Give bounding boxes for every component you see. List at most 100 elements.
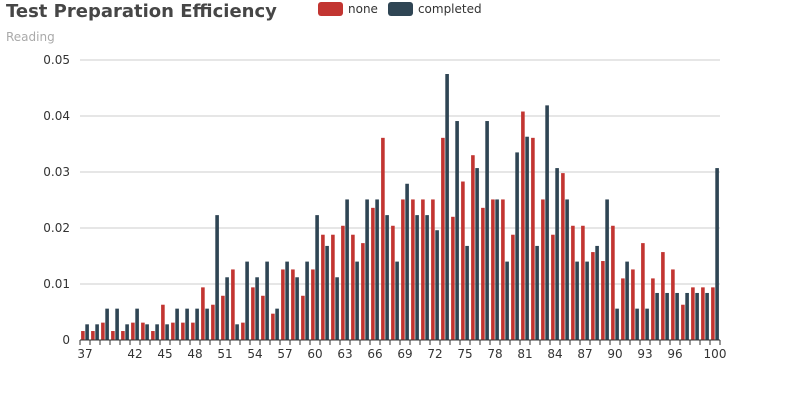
bar-none bbox=[661, 252, 665, 340]
bar-completed bbox=[125, 324, 129, 340]
bar-completed bbox=[115, 308, 119, 340]
bar-completed bbox=[465, 245, 469, 340]
bar-completed bbox=[85, 324, 89, 340]
bar-completed bbox=[265, 261, 269, 340]
x-tick-label: 51 bbox=[217, 347, 232, 361]
bar-completed bbox=[595, 245, 599, 340]
bar-none bbox=[301, 295, 305, 340]
bar-completed bbox=[235, 324, 239, 340]
bar-none bbox=[631, 269, 635, 340]
bar-completed bbox=[405, 183, 409, 340]
bar-completed bbox=[375, 199, 379, 340]
bar-none bbox=[611, 225, 615, 340]
bar-none bbox=[471, 155, 475, 340]
bar-completed bbox=[95, 324, 99, 340]
bar-none bbox=[421, 199, 425, 340]
legend-label-none: none bbox=[348, 2, 378, 16]
x-tick-label: 37 bbox=[77, 347, 92, 361]
bar-completed bbox=[285, 261, 289, 340]
bar-none bbox=[551, 234, 555, 340]
bar-completed bbox=[325, 245, 329, 340]
x-tick-label: 72 bbox=[427, 347, 442, 361]
x-tick-label: 100 bbox=[704, 347, 727, 361]
bar-none bbox=[571, 225, 575, 340]
bar-completed bbox=[385, 215, 389, 340]
bar-none bbox=[401, 199, 405, 340]
bar-none bbox=[711, 287, 715, 340]
bar-completed bbox=[155, 324, 159, 340]
x-tick-label: 96 bbox=[667, 347, 682, 361]
bar-none bbox=[101, 322, 105, 340]
bar-none bbox=[241, 322, 245, 340]
bar-none bbox=[601, 261, 605, 340]
bar-none bbox=[561, 173, 565, 340]
bar-none bbox=[291, 269, 295, 340]
bar-completed bbox=[445, 74, 449, 340]
bar-none bbox=[251, 287, 255, 340]
y-tick-label: 0.03 bbox=[43, 165, 70, 179]
bar-none bbox=[381, 137, 385, 340]
legend: none completed bbox=[318, 2, 482, 16]
bar-completed bbox=[195, 308, 199, 340]
x-tick-label: 63 bbox=[337, 347, 352, 361]
bar-completed bbox=[705, 292, 709, 340]
legend-swatch-none bbox=[318, 2, 343, 16]
bar-none bbox=[641, 243, 645, 340]
bar-completed bbox=[635, 308, 639, 340]
bar-completed bbox=[555, 168, 559, 340]
bar-completed bbox=[485, 121, 489, 340]
bar-completed bbox=[695, 292, 699, 340]
bar-none bbox=[351, 234, 355, 340]
legend-item-none[interactable]: none bbox=[318, 2, 378, 16]
x-tick-label: 45 bbox=[157, 347, 172, 361]
chart-subtitle: Reading bbox=[6, 30, 55, 44]
bar-none bbox=[231, 269, 235, 340]
bar-none bbox=[341, 225, 345, 340]
bar-none bbox=[281, 269, 285, 340]
bar-none bbox=[591, 252, 595, 340]
bar-completed bbox=[345, 199, 349, 340]
bar-none bbox=[121, 331, 125, 340]
x-tick-label: 81 bbox=[517, 347, 532, 361]
bar-none bbox=[461, 181, 465, 340]
x-tick-label: 78 bbox=[487, 347, 502, 361]
bar-completed bbox=[165, 324, 169, 340]
bar-completed bbox=[505, 261, 509, 340]
bar-completed bbox=[175, 308, 179, 340]
bar-completed bbox=[415, 215, 419, 340]
bar-completed bbox=[245, 261, 249, 340]
bar-completed bbox=[625, 261, 629, 340]
bar-none bbox=[441, 137, 445, 340]
x-tick-label: 60 bbox=[307, 347, 322, 361]
bar-none bbox=[671, 269, 675, 340]
bar-completed bbox=[475, 168, 479, 340]
bar-none bbox=[331, 234, 335, 340]
bar-completed bbox=[605, 199, 609, 340]
bar-completed bbox=[105, 308, 109, 340]
bar-completed bbox=[395, 261, 399, 340]
bar-completed bbox=[435, 230, 439, 340]
bar-completed bbox=[525, 136, 529, 340]
bar-completed bbox=[425, 215, 429, 340]
bar-completed bbox=[615, 308, 619, 340]
bar-completed bbox=[535, 245, 539, 340]
bar-completed bbox=[655, 292, 659, 340]
bar-none bbox=[501, 199, 505, 340]
bar-completed bbox=[495, 199, 499, 340]
bar-completed bbox=[715, 168, 719, 340]
y-tick-label: 0.02 bbox=[43, 221, 70, 235]
bar-none bbox=[391, 225, 395, 340]
legend-item-completed[interactable]: completed bbox=[387, 2, 482, 16]
bar-none bbox=[691, 287, 695, 340]
bar-none bbox=[431, 199, 435, 340]
bar-none bbox=[621, 278, 625, 340]
bar-completed bbox=[575, 261, 579, 340]
bar-none bbox=[191, 322, 195, 340]
x-tick-label: 54 bbox=[247, 347, 262, 361]
bar-none bbox=[581, 225, 585, 340]
bar-none bbox=[411, 199, 415, 340]
bar-none bbox=[491, 199, 495, 340]
bar-completed bbox=[685, 292, 689, 340]
bar-none bbox=[311, 269, 315, 340]
